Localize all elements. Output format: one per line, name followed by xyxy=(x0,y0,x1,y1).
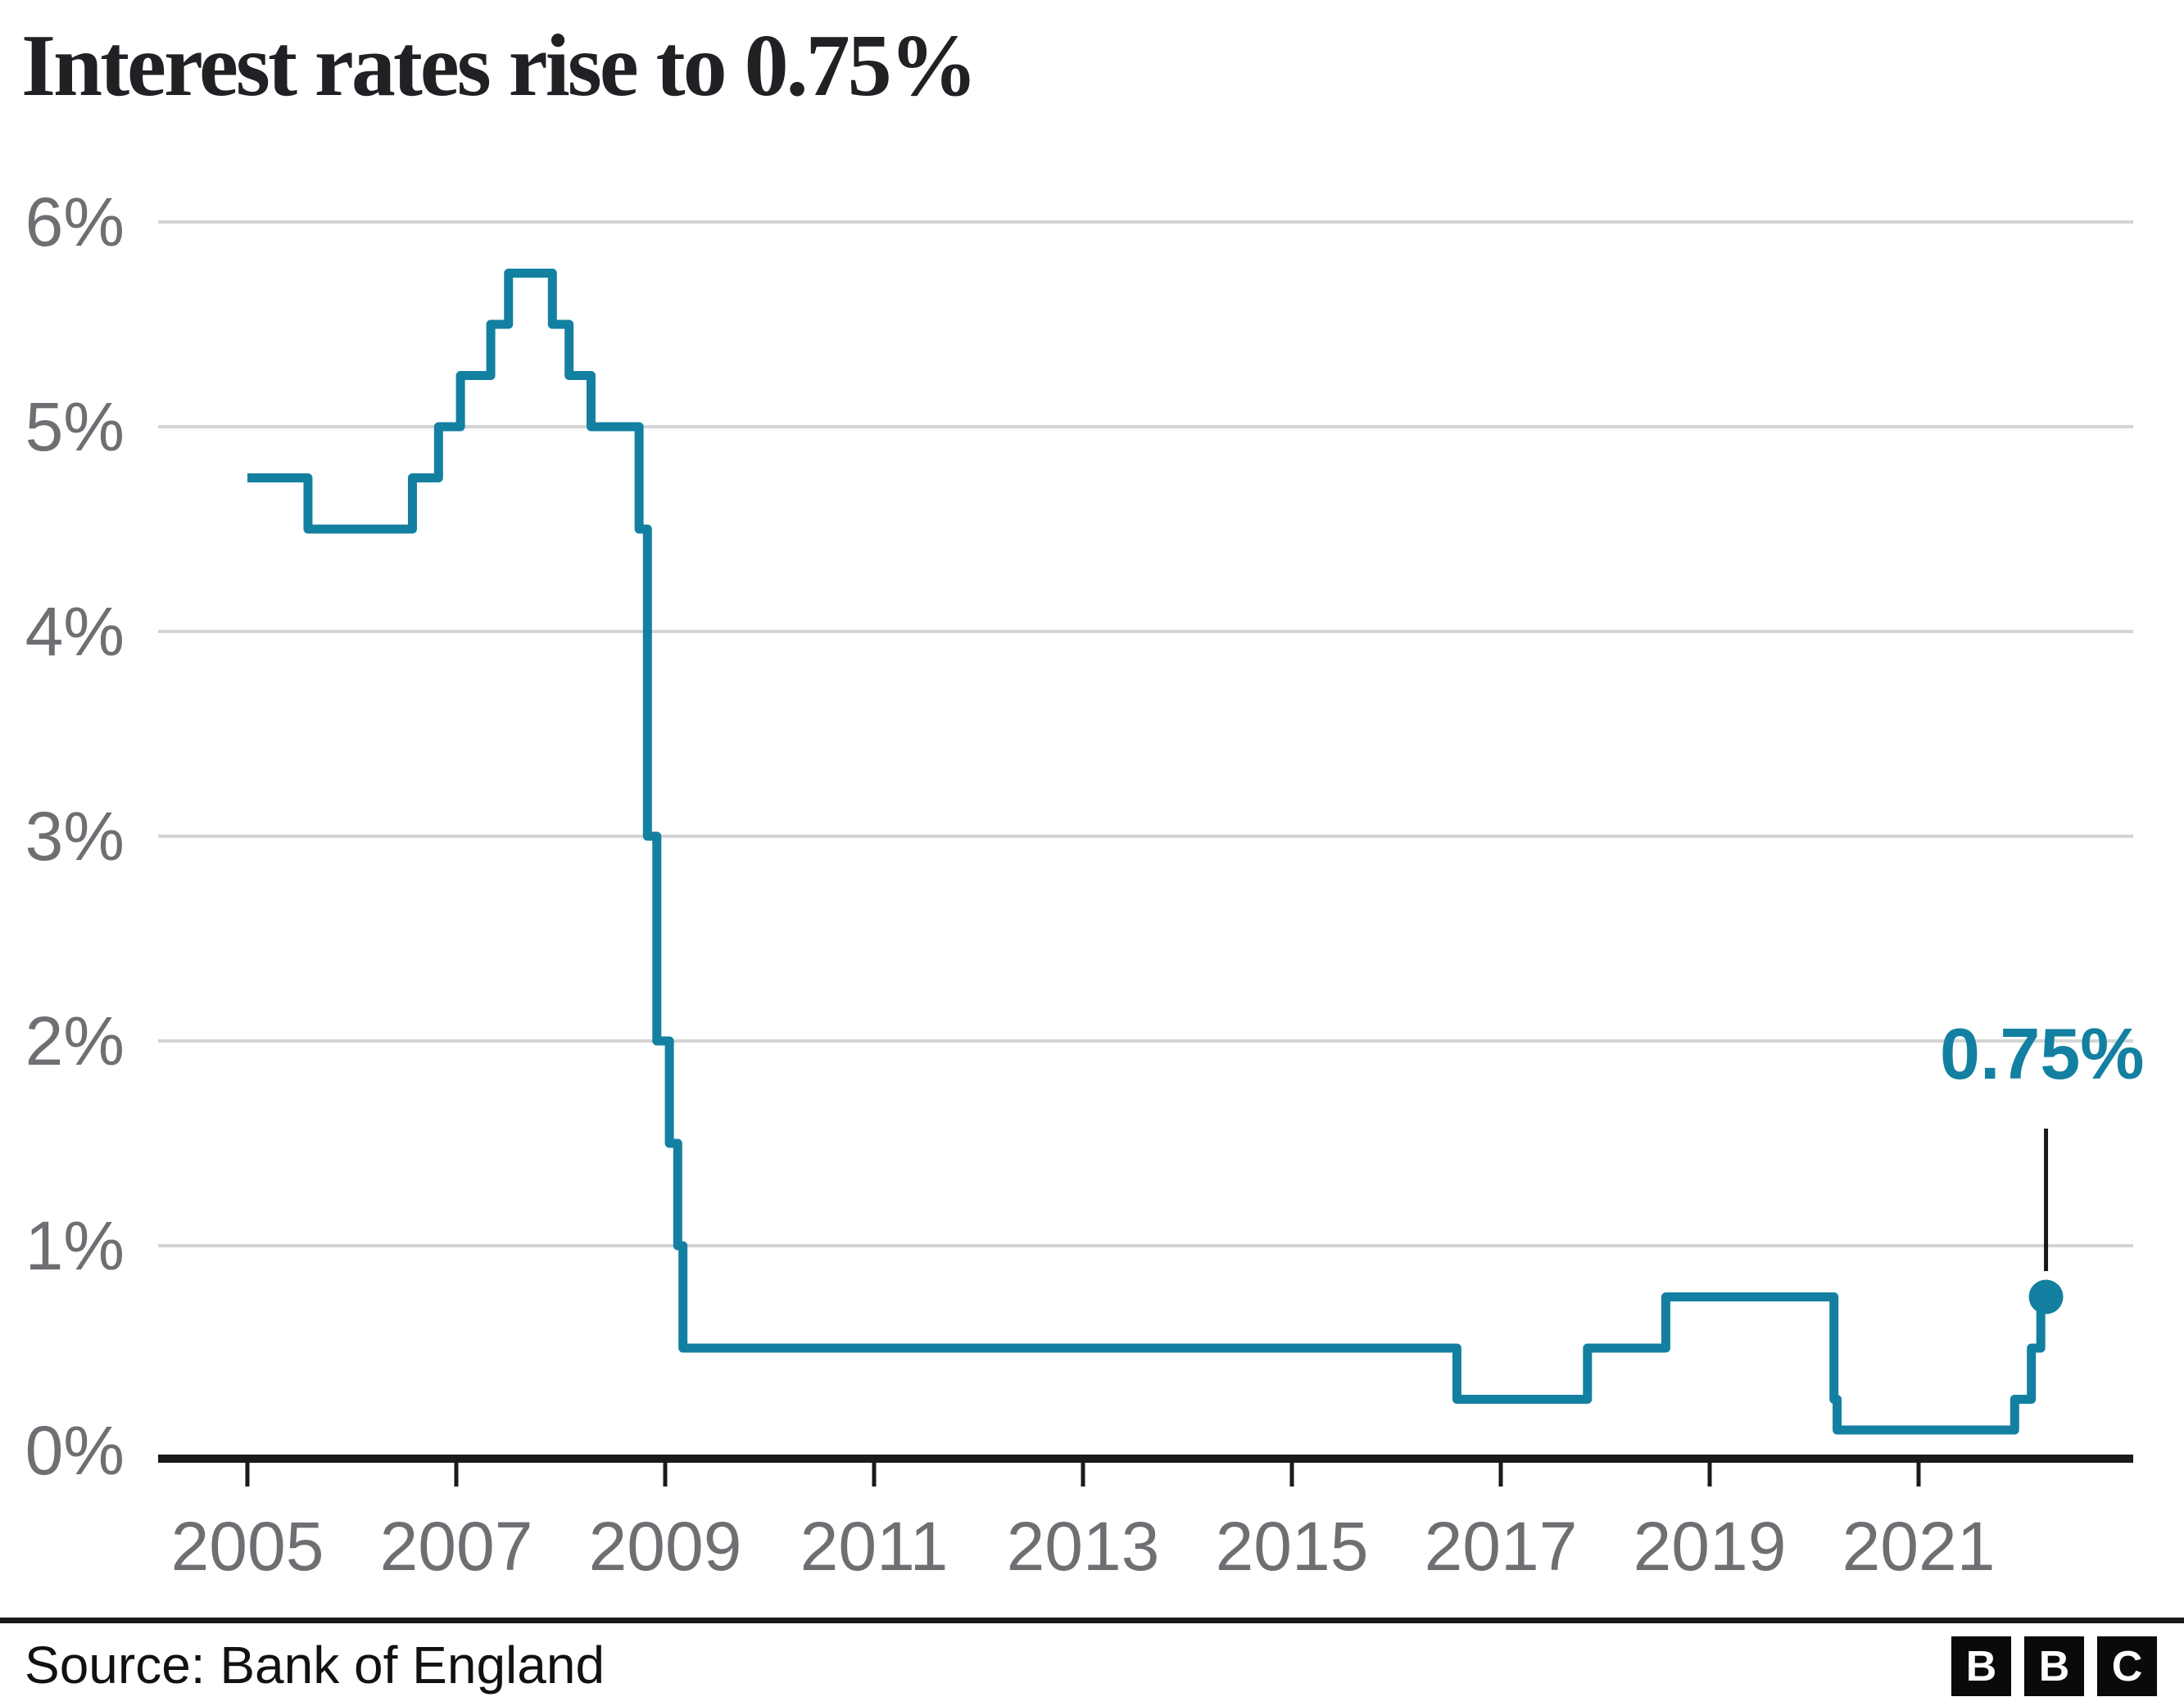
y-axis-label: 2% xyxy=(25,1002,125,1079)
y-axis-label: 5% xyxy=(25,388,125,465)
y-axis-label: 6% xyxy=(25,183,125,260)
x-axis-label: 2017 xyxy=(1424,1508,1578,1585)
x-axis-label: 2007 xyxy=(379,1508,533,1585)
rate-step-line xyxy=(247,269,2046,1435)
bbc-logo-block-b2: B xyxy=(2024,1636,2084,1696)
x-axis-label: 2009 xyxy=(588,1508,742,1585)
x-axis-label: 2011 xyxy=(800,1508,949,1585)
end-point-dot xyxy=(2028,1279,2064,1315)
x-axis-label: 2005 xyxy=(170,1508,324,1585)
y-axis-label: 0% xyxy=(25,1412,125,1489)
footer-divider xyxy=(0,1618,2184,1623)
source-caption: Source: Bank of England xyxy=(25,1636,605,1695)
bbc-logo-block-c: C xyxy=(2097,1636,2157,1696)
end-value-annotation: 0.75% xyxy=(1940,1013,2145,1094)
y-axis-label: 1% xyxy=(25,1207,125,1284)
y-axis-label: 4% xyxy=(25,593,125,670)
x-axis-label: 2021 xyxy=(1842,1508,1996,1585)
bbc-logo-block-b1: B xyxy=(1951,1636,2011,1696)
x-axis-label: 2013 xyxy=(1006,1508,1160,1585)
bbc-logo: B B C xyxy=(1951,1636,2157,1696)
x-axis-label: 2019 xyxy=(1633,1508,1787,1585)
chart-title: Interest rates rise to 0.75% xyxy=(21,17,978,115)
y-axis-label: 3% xyxy=(25,798,125,875)
x-axis-label: 2015 xyxy=(1215,1508,1369,1585)
